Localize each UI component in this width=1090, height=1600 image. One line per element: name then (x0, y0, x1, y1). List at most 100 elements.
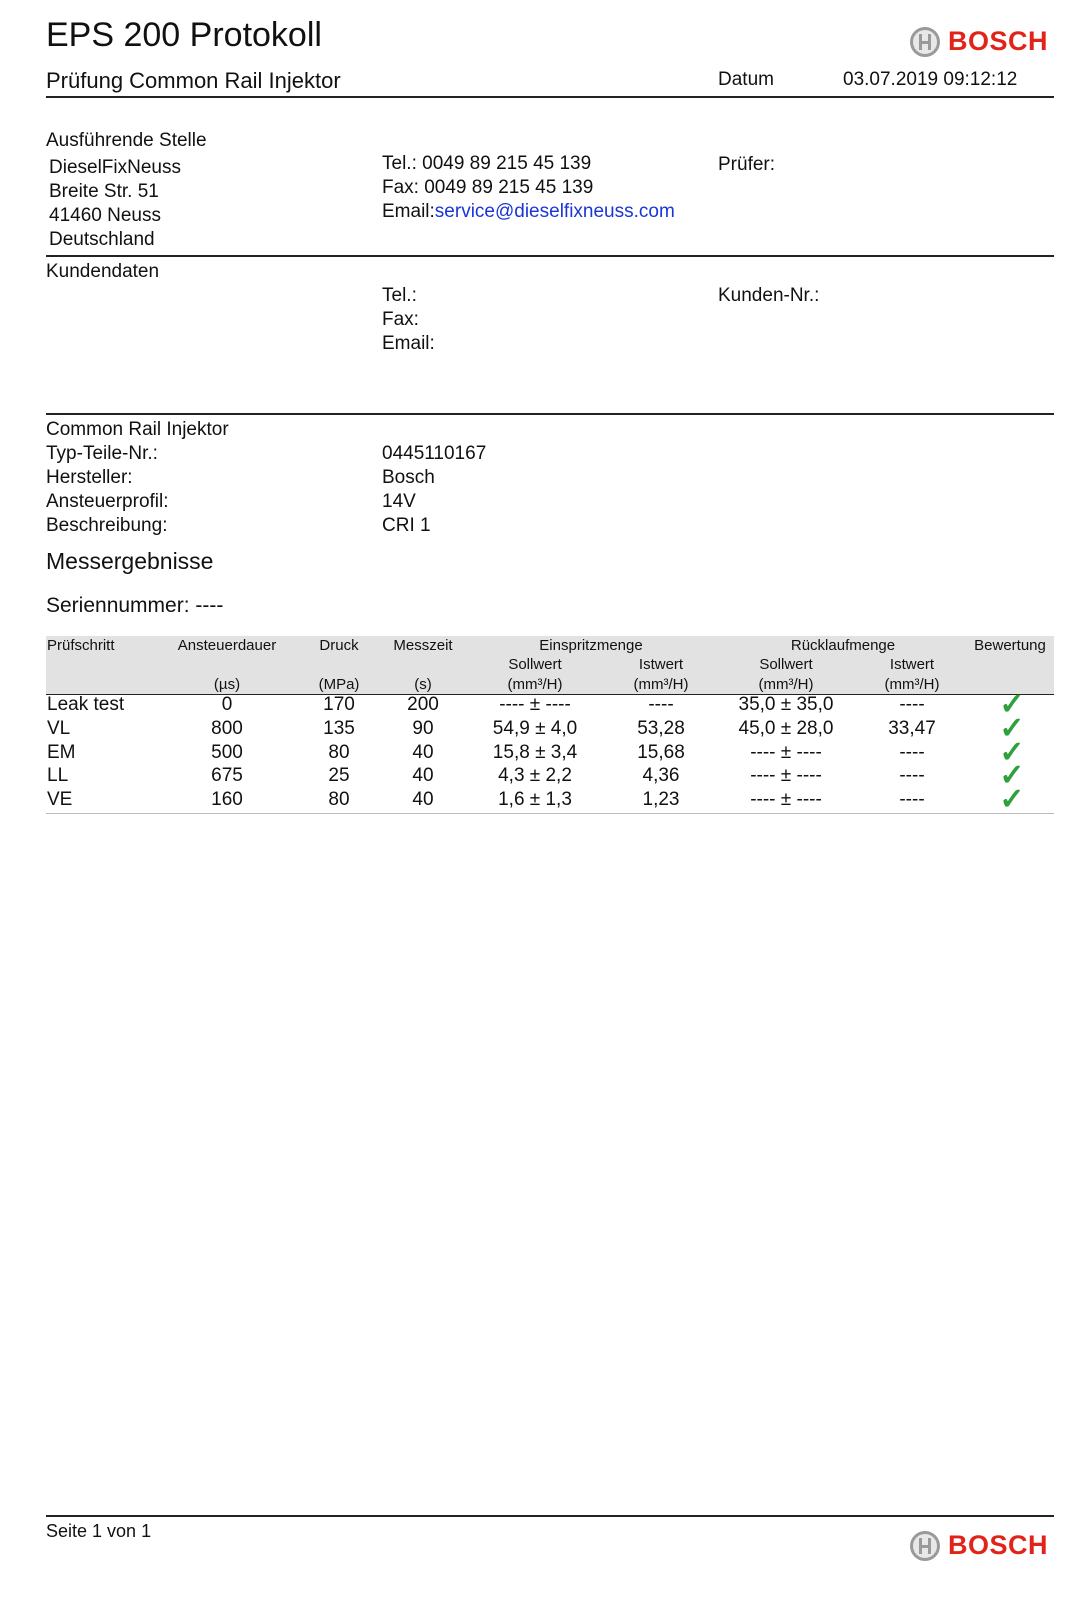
cell-ret-target: ---- ± ---- (750, 765, 822, 787)
divider (46, 96, 1054, 98)
cell-time: 40 (412, 789, 434, 811)
bosch-wordmark: BOSCH (948, 1530, 1049, 1560)
tester-label: Prüfer: (718, 154, 776, 175)
col-pressure: Druck (319, 637, 359, 654)
part-number-label: Typ-Teile-Nr.: (46, 443, 158, 464)
page-subtitle: Prüfung Common Rail Injektor (46, 68, 341, 93)
col-return: Rücklaufmenge (790, 637, 896, 654)
col-duration: Ansteuerdauer (177, 637, 277, 654)
cell-step: LL (47, 765, 69, 787)
date-value: 03.07.2019 09:12:12 (843, 69, 1018, 90)
cell-duration: 500 (211, 741, 243, 763)
col-ret-actual: Istwert (889, 656, 935, 673)
cell-inj-actual: 1,23 (642, 789, 680, 811)
part-number-value: 0445110167 (382, 443, 487, 464)
col-time: Messzeit (393, 637, 453, 654)
description-value: CRI 1 (382, 515, 431, 536)
cell-time: 90 (412, 717, 434, 739)
table-bottom-rule (46, 813, 1054, 814)
pass-check-icon: ✓ (999, 735, 1025, 769)
cell-time: 40 (412, 765, 434, 787)
station-city: 41460 Neuss (49, 205, 161, 226)
cell-inj-actual: ---- (648, 694, 674, 715)
manufacturer-label: Hersteller: (46, 467, 133, 488)
divider (46, 413, 1054, 415)
customer-tel-label: Tel.: (382, 285, 417, 306)
cell-pressure: 80 (328, 741, 350, 763)
cell-step: VL (47, 717, 71, 739)
page-title: EPS 200 Protokoll (46, 16, 322, 54)
col-inj-target: Sollwert (508, 656, 562, 673)
cell-ret-actual: ---- (899, 789, 925, 811)
cell-duration: 0 (221, 694, 233, 715)
col-ret-target-unit: (mm³/H) (758, 676, 814, 693)
divider (46, 1515, 1054, 1517)
pass-check-icon: ✓ (999, 688, 1025, 721)
customer-heading: Kundendaten (46, 261, 160, 282)
pass-check-icon: ✓ (999, 759, 1025, 793)
footer-bosch-logo: BOSCH (910, 1530, 1048, 1561)
station-country: Deutschland (49, 229, 155, 250)
cell-inj-target: ---- ± ---- (499, 694, 571, 715)
col-duration-unit: (µs) (213, 676, 241, 693)
cell-inj-target: 1,6 ± 1,3 (498, 789, 572, 811)
bosch-armature-icon (910, 26, 940, 57)
cell-duration: 800 (211, 717, 243, 739)
cell-ret-target: 35,0 ± 35,0 (738, 694, 834, 715)
divider (46, 255, 1054, 257)
customer-email-label: Email: (382, 333, 435, 354)
bosch-wordmark: BOSCH (948, 26, 1049, 56)
cell-ret-target: 45,0 ± 28,0 (738, 717, 834, 739)
pass-check-icon: ✓ (999, 711, 1025, 745)
injector-heading: Common Rail Injektor (46, 419, 229, 440)
station-name: DieselFixNeuss (49, 157, 181, 178)
results-heading: Messergebnisse (46, 548, 214, 574)
col-pressure-unit: (MPa) (318, 676, 360, 693)
cell-time: 200 (407, 694, 439, 715)
col-inj-target-unit: (mm³/H) (507, 676, 563, 693)
cell-inj-target: 4,3 ± 2,2 (498, 765, 572, 787)
cell-ret-target: ---- ± ---- (750, 789, 822, 811)
results-table-header (46, 636, 1054, 695)
profile-label: Ansteuerprofil: (46, 491, 169, 512)
station-email: Email:service@dieselfixneuss.com (382, 201, 675, 222)
cell-duration: 160 (211, 789, 243, 811)
cell-step: Leak test (47, 694, 125, 715)
cell-step: EM (47, 741, 76, 763)
bosch-logo: BOSCH (910, 26, 1048, 57)
bosch-armature-icon (910, 1530, 940, 1561)
cell-ret-target: ---- ± ---- (750, 741, 822, 763)
profile-value: 14V (382, 491, 416, 512)
cell-duration: 675 (211, 765, 243, 787)
serial-number: Seriennummer: ---- (46, 594, 224, 617)
station-tel: Tel.: 0049 89 215 45 139 (382, 153, 592, 174)
cell-pressure: 80 (328, 789, 350, 811)
station-street: Breite Str. 51 (49, 181, 159, 202)
pass-check-icon: ✓ (999, 783, 1025, 817)
cell-inj-actual: 15,68 (637, 741, 685, 763)
cell-ret-actual: ---- (899, 694, 925, 715)
col-time-unit: (s) (414, 676, 432, 693)
cell-inj-actual: 53,28 (637, 717, 685, 739)
station-fax: Fax: 0049 89 215 45 139 (382, 177, 594, 198)
station-heading: Ausführende Stelle (46, 130, 207, 151)
col-step: Prüfschritt (47, 637, 115, 654)
col-ret-actual-unit: (mm³/H) (884, 676, 940, 693)
cell-pressure: 25 (328, 765, 350, 787)
customer-fax-label: Fax: (382, 309, 419, 330)
col-inj-actual: Istwert (638, 656, 684, 673)
cell-inj-target: 15,8 ± 3,4 (492, 741, 578, 763)
cell-step: VE (47, 789, 73, 811)
cell-ret-actual: 33,47 (888, 717, 936, 739)
page-number: Seite 1 von 1 (46, 1521, 152, 1541)
cell-time: 40 (412, 741, 434, 763)
col-rating: Bewertung (974, 637, 1046, 654)
col-ret-target: Sollwert (759, 656, 813, 673)
manufacturer-value: Bosch (382, 467, 435, 488)
col-injection: Einspritzmenge (539, 637, 643, 654)
cell-inj-target: 54,9 ± 4,0 (492, 717, 578, 739)
date-label: Datum (718, 69, 774, 90)
description-label: Beschreibung: (46, 515, 168, 536)
email-link[interactable]: service@dieselfixneuss.com (434, 201, 675, 222)
cell-pressure: 170 (323, 694, 355, 715)
